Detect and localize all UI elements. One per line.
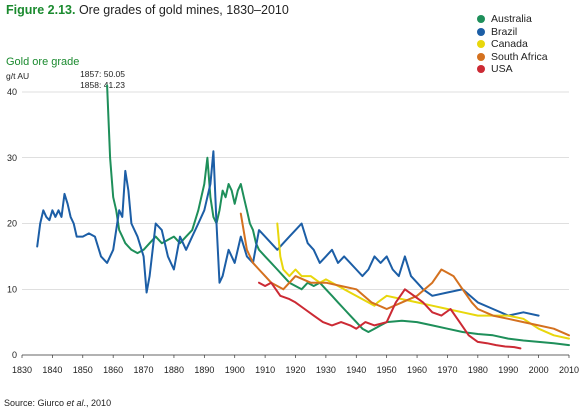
x-tick-label-1990: 1990 <box>498 365 518 375</box>
series-line-australia <box>106 84 570 347</box>
legend-label-canada: Canada <box>491 38 528 51</box>
y-tick-label-30: 30 <box>7 153 17 163</box>
x-tick-label-2000: 2000 <box>529 365 549 375</box>
x-tick-label-1930: 1930 <box>316 365 336 375</box>
legend-swatch-usa <box>477 65 485 74</box>
legend-swatch-canada <box>477 40 485 49</box>
source-prefix: Source: Giurco <box>4 398 67 408</box>
x-tick-label-1960: 1960 <box>407 365 427 375</box>
x-tick-label-1880: 1880 <box>164 365 184 375</box>
figure-title: Figure 2.13. Ore grades of gold mines, 1… <box>6 3 289 17</box>
series-line-brazil <box>36 150 540 317</box>
legend-label-australia: Australia <box>491 13 532 26</box>
source-suffix: ., 2010 <box>83 398 112 408</box>
x-tick-label-1980: 1980 <box>468 365 488 375</box>
series-line-canada <box>276 222 570 340</box>
x-tick-label-1890: 1890 <box>194 365 214 375</box>
x-tick-label-1850: 1850 <box>73 365 93 375</box>
legend-swatch-south-africa <box>477 52 485 61</box>
x-tick-label-1870: 1870 <box>134 365 154 375</box>
x-tick-label-1840: 1840 <box>42 365 62 375</box>
legend-label-usa: USA <box>491 63 513 76</box>
annotation-1: 1857: 50.05 <box>80 69 125 79</box>
legend-swatch-brazil <box>477 27 485 36</box>
legend-item-south-africa: South Africa <box>477 51 548 64</box>
y-axis-label: Gold ore grade <box>6 56 80 68</box>
x-tick-label-1860: 1860 <box>103 365 123 375</box>
legend-item-usa: USA <box>477 63 548 76</box>
legend-item-canada: Canada <box>477 38 548 51</box>
legend-item-brazil: Brazil <box>477 26 548 39</box>
figure-label: Figure 2.13. <box>6 3 76 17</box>
annotation-2: 1858: 41.23 <box>80 80 125 90</box>
source-italic: et al <box>66 398 84 408</box>
x-tick-label-1920: 1920 <box>285 365 305 375</box>
legend-label-brazil: Brazil <box>491 25 518 38</box>
legend-item-australia: Australia <box>477 13 548 26</box>
legend-label-south-africa: South Africa <box>491 50 548 63</box>
figure-title-text: Ore grades of gold mines, 1830–2010 <box>75 3 289 17</box>
source-note: Source: Giurco et al., 2010 <box>4 398 111 408</box>
x-tick-label-2010: 2010 <box>559 365 579 375</box>
y-tick-label-0: 0 <box>12 350 17 360</box>
x-tick-label-1950: 1950 <box>377 365 397 375</box>
series-line-usa <box>258 281 522 350</box>
x-tick-label-1830: 1830 <box>12 365 32 375</box>
x-tick-label-1900: 1900 <box>225 365 245 375</box>
y-tick-label-40: 40 <box>7 87 17 97</box>
x-tick-label-1970: 1970 <box>437 365 457 375</box>
y-tick-label-10: 10 <box>7 284 17 294</box>
y-tick-label-20: 20 <box>7 219 17 229</box>
chart-legend: Australia Brazil Canada South Africa USA <box>477 13 548 76</box>
x-tick-label-1910: 1910 <box>255 365 275 375</box>
x-tick-label-1940: 1940 <box>346 365 366 375</box>
y-axis-unit: g/t AU <box>6 71 30 81</box>
legend-swatch-australia <box>477 15 485 24</box>
